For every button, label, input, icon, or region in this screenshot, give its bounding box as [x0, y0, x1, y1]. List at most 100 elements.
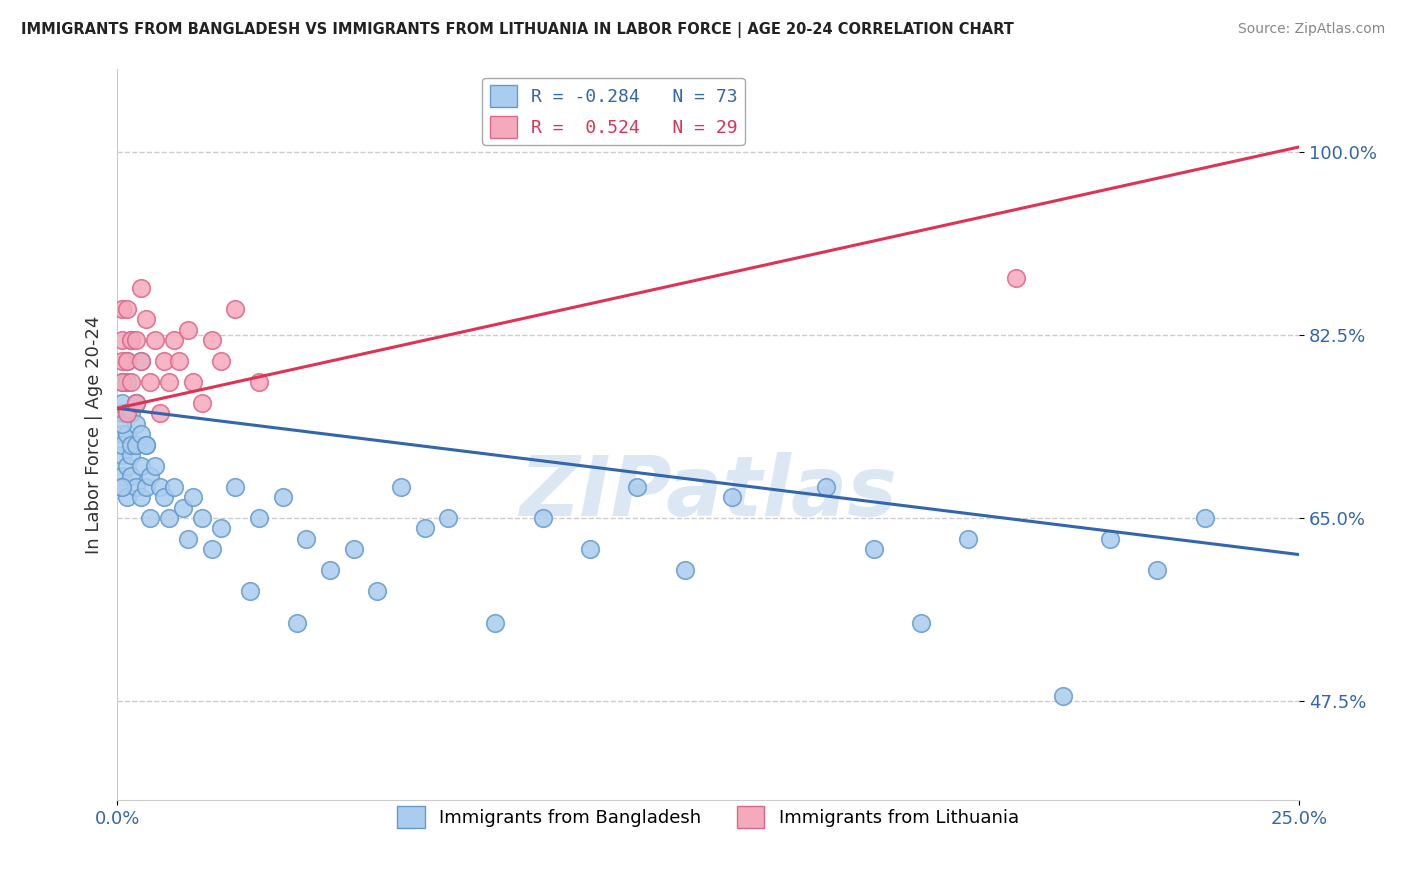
- Text: Source: ZipAtlas.com: Source: ZipAtlas.com: [1237, 22, 1385, 37]
- Point: [139, 375, 162, 389]
- Point: [111, 407, 134, 421]
- Point: [342, 542, 364, 557]
- Point: [437, 511, 460, 525]
- Point: [125, 333, 148, 347]
- Point: [910, 615, 932, 630]
- Point: [135, 438, 157, 452]
- Point: [366, 584, 388, 599]
- Point: [531, 511, 554, 525]
- Point: [120, 448, 142, 462]
- Point: [626, 480, 648, 494]
- Point: [247, 511, 270, 525]
- Point: [120, 407, 142, 421]
- Point: [862, 542, 884, 557]
- Point: [271, 490, 294, 504]
- Point: [135, 438, 157, 452]
- Point: [129, 458, 152, 473]
- Point: [209, 521, 232, 535]
- Point: [129, 281, 152, 295]
- Point: [172, 500, 194, 515]
- Point: [111, 375, 134, 389]
- Point: [181, 490, 204, 504]
- Point: [673, 563, 696, 577]
- Point: [115, 407, 138, 421]
- Point: [484, 615, 506, 630]
- Point: [201, 542, 224, 557]
- Point: [579, 542, 602, 557]
- Point: [209, 354, 232, 368]
- Point: [125, 396, 148, 410]
- Point: [111, 375, 134, 389]
- Point: [1052, 689, 1074, 703]
- Legend: Immigrants from Bangladesh, Immigrants from Lithuania: Immigrants from Bangladesh, Immigrants f…: [391, 798, 1026, 835]
- Point: [295, 532, 318, 546]
- Point: [157, 511, 180, 525]
- Point: [111, 427, 134, 442]
- Point: [177, 323, 200, 337]
- Point: [125, 480, 148, 494]
- Point: [115, 375, 138, 389]
- Text: IMMIGRANTS FROM BANGLADESH VS IMMIGRANTS FROM LITHUANIA IN LABOR FORCE | AGE 20-: IMMIGRANTS FROM BANGLADESH VS IMMIGRANTS…: [21, 22, 1014, 38]
- Point: [115, 375, 138, 389]
- Point: [129, 354, 152, 368]
- Point: [111, 438, 134, 452]
- Point: [224, 480, 246, 494]
- Point: [111, 448, 134, 462]
- Point: [125, 438, 148, 452]
- Point: [815, 480, 838, 494]
- Point: [153, 354, 176, 368]
- Point: [157, 375, 180, 389]
- Point: [115, 354, 138, 368]
- Point: [111, 301, 134, 316]
- Point: [143, 458, 166, 473]
- Point: [247, 375, 270, 389]
- Point: [135, 312, 157, 326]
- Y-axis label: In Labor Force | Age 20-24: In Labor Force | Age 20-24: [86, 315, 103, 554]
- Point: [115, 301, 138, 316]
- Point: [1194, 511, 1216, 525]
- Point: [120, 375, 142, 389]
- Point: [115, 490, 138, 504]
- Point: [721, 490, 744, 504]
- Point: [129, 354, 152, 368]
- Point: [120, 438, 142, 452]
- Point: [111, 480, 134, 494]
- Point: [191, 511, 214, 525]
- Point: [111, 417, 134, 431]
- Point: [1099, 532, 1122, 546]
- Point: [129, 490, 152, 504]
- Point: [111, 480, 134, 494]
- Point: [163, 480, 186, 494]
- Point: [239, 584, 262, 599]
- Point: [143, 333, 166, 347]
- Point: [957, 532, 980, 546]
- Point: [135, 480, 157, 494]
- Point: [201, 333, 224, 347]
- Point: [111, 469, 134, 483]
- Point: [111, 396, 134, 410]
- Point: [177, 532, 200, 546]
- Point: [115, 354, 138, 368]
- Point: [115, 427, 138, 442]
- Point: [120, 469, 142, 483]
- Point: [125, 417, 148, 431]
- Point: [413, 521, 436, 535]
- Point: [111, 333, 134, 347]
- Point: [153, 490, 176, 504]
- Point: [181, 375, 204, 389]
- Point: [115, 407, 138, 421]
- Point: [389, 480, 412, 494]
- Point: [149, 480, 172, 494]
- Point: [163, 333, 186, 347]
- Point: [111, 354, 134, 368]
- Point: [1004, 270, 1026, 285]
- Point: [1146, 563, 1168, 577]
- Point: [129, 427, 152, 442]
- Point: [115, 458, 138, 473]
- Text: ZIPatlas: ZIPatlas: [519, 452, 897, 533]
- Point: [167, 354, 190, 368]
- Point: [139, 469, 162, 483]
- Point: [319, 563, 342, 577]
- Point: [224, 301, 246, 316]
- Point: [149, 407, 172, 421]
